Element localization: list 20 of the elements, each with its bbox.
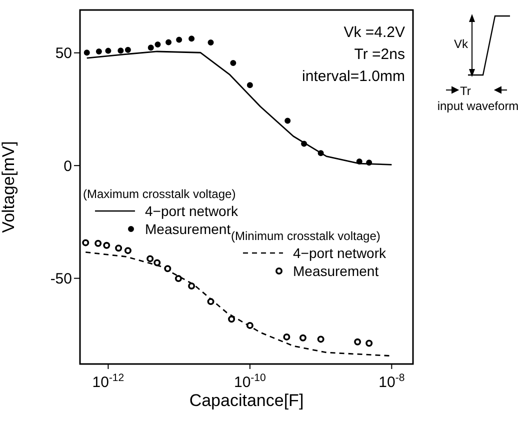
legend-label: 4−port network bbox=[145, 203, 239, 219]
annotation: Vk =4.2V bbox=[344, 24, 405, 41]
annotation: Tr =2ns bbox=[354, 46, 405, 63]
legend-label: 4−port network bbox=[293, 245, 387, 261]
x-tick-label: 10$^{-12}$ bbox=[92, 372, 124, 391]
annotation: (Maximum crosstalk voltage) bbox=[83, 187, 236, 201]
y-tick-label: 0 bbox=[64, 158, 72, 175]
text: Vk bbox=[454, 37, 470, 51]
legend-label: Measurement bbox=[145, 221, 231, 237]
annotation: interval=1.0mm bbox=[302, 68, 405, 85]
text: Tr bbox=[460, 84, 471, 98]
x-axis-title: Capacitance[F] bbox=[189, 391, 304, 410]
legend-label: Measurement bbox=[293, 263, 379, 279]
text: input waveform bbox=[437, 99, 518, 113]
y-axis-title: Voltage[mV] bbox=[0, 141, 18, 233]
x-tick-label: 10$^{-10}$ bbox=[234, 372, 266, 391]
y-tick-label: -50 bbox=[50, 270, 72, 288]
annotation: (Minimum crosstalk voltage) bbox=[231, 229, 380, 243]
y-tick-label: 50 bbox=[55, 45, 72, 62]
x-tick-label: 10$^{-8}$ bbox=[378, 372, 405, 391]
